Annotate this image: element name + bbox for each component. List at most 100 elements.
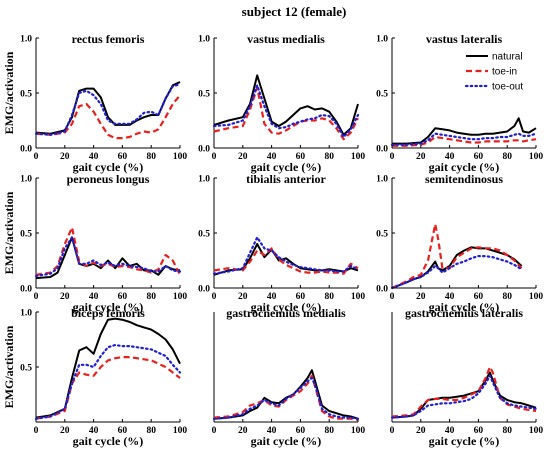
panel-peroneus-longus: 0 20 40 60 80 100 0.0 0.5 1.0 peroneus longus gait… [2, 172, 187, 314]
x-tick-label: 0 [212, 426, 217, 436]
x-axis-label: gait cycle (%) [251, 160, 322, 174]
panel-grid: 0 20 40 60 80 100 0.0 0.5 1.0 rectus femoris gait … [2, 32, 543, 448]
y-tick-label: 0.5 [20, 230, 32, 240]
y-tick-label: 1.0 [20, 309, 32, 319]
y-tick-label: 0.5 [198, 230, 210, 240]
x-tick-label: 40 [89, 152, 99, 162]
panel-tibialis-anterior: 0 20 40 60 80 100 0.0 0.5 1.0 tibialis anterior ga… [198, 172, 365, 314]
panel-title: tibialis anterior [246, 172, 326, 186]
x-tick-label: 40 [267, 426, 277, 436]
series-natural-line [35, 81, 181, 135]
series-toe-in-line [35, 226, 181, 276]
series-toe-in-line [35, 94, 181, 140]
series-toe-in-line [391, 365, 537, 418]
x-axis-label: gait cycle (%) [429, 300, 500, 314]
legend-label-natural: natural [492, 52, 523, 63]
y-axis-label: EMG/activation [2, 325, 16, 408]
x-tick-label: 0 [390, 152, 395, 162]
series-toe-in-line [35, 356, 181, 420]
x-tick-label: 80 [324, 292, 334, 302]
y-tick-label: 1.0 [20, 35, 32, 45]
x-tick-label: 80 [324, 152, 334, 162]
y-tick-label: 0.5 [376, 230, 388, 240]
x-tick-label: 40 [445, 152, 455, 162]
series-natural-line [35, 317, 181, 419]
y-tick-label: 0.0 [198, 145, 210, 155]
y-tick-label: 1.0 [198, 35, 210, 45]
x-tick-label: 80 [502, 426, 512, 436]
x-axis-label: gait cycle (%) [251, 434, 322, 448]
x-tick-label: 100 [351, 152, 366, 162]
x-axis-label: gait cycle (%) [73, 160, 144, 174]
panel-title: semitendinosus [425, 172, 503, 186]
x-tick-label: 100 [173, 426, 188, 436]
panel-title: vastus medialis [247, 32, 325, 46]
x-tick-label: 20 [238, 292, 248, 302]
y-tick-label: 0.0 [198, 285, 210, 295]
panel-title: vastus lateralis [426, 32, 503, 46]
panel-vastus-medialis: 0 20 40 60 80 100 0.0 0.5 1.0 vastus medialis gait… [198, 32, 365, 174]
y-tick-label: 0.0 [20, 145, 32, 155]
panel-title: gastrocnemius lateralis [405, 306, 523, 320]
series-toe-out-line [390, 132, 538, 146]
series-toe-in-line [392, 135, 537, 147]
x-tick-label: 0 [34, 152, 39, 162]
y-tick-label: 0.0 [376, 145, 388, 155]
legend-label-toe-in: toe-in [492, 67, 517, 78]
x-tick-label: 100 [173, 292, 188, 302]
x-tick-label: 80 [146, 292, 156, 302]
x-tick-label: 20 [238, 152, 248, 162]
y-tick-label: 1.0 [198, 175, 210, 185]
x-tick-label: 0 [390, 292, 395, 302]
x-tick-label: 80 [502, 152, 512, 162]
series-toe-in-line [213, 247, 359, 275]
y-tick-label: 1.0 [20, 175, 32, 185]
x-tick-label: 0 [390, 426, 395, 436]
y-tick-label: 0.0 [376, 285, 388, 295]
x-tick-label: 40 [89, 292, 99, 302]
x-tick-label: 60 [296, 426, 306, 436]
panel-gastrocnemius-medialis: 0 20 40 60 80 100 gastrocnemius medialis gait c… [212, 306, 366, 448]
x-tick-label: 20 [416, 426, 426, 436]
series-toe-in-line [391, 223, 523, 289]
series-toe-out-line [390, 255, 523, 290]
x-tick-label: 40 [267, 292, 277, 302]
figure-title: subject 12 (female) [242, 4, 347, 19]
series-toe-out-line [390, 374, 538, 419]
x-tick-label: 60 [474, 292, 484, 302]
x-tick-label: 80 [146, 426, 156, 436]
panel-biceps-femoris: 0 20 40 60 80 100 0.5 1.0 biceps femoris gait cyc… [2, 306, 187, 448]
y-tick-label: 0.5 [20, 90, 32, 100]
x-tick-label: 60 [296, 152, 306, 162]
series-toe-out-line [212, 376, 360, 420]
series-toe-in-line [213, 374, 359, 421]
y-axis-label: EMG/activation [2, 191, 16, 274]
x-tick-label: 100 [351, 292, 366, 302]
series-toe-out-line [34, 343, 182, 420]
panel-title: biceps femoris [71, 306, 145, 320]
x-tick-label: 60 [296, 292, 306, 302]
legend: natural toe-in toe-out [464, 52, 523, 93]
x-tick-label: 100 [529, 152, 544, 162]
x-tick-label: 100 [351, 426, 366, 436]
panel-title: gastrocnemius medialis [226, 306, 346, 320]
y-tick-label: 0.5 [20, 364, 32, 374]
x-axis-label: gait cycle (%) [429, 160, 500, 174]
x-axis-label: gait cycle (%) [73, 300, 144, 314]
y-tick-label: 0.5 [376, 90, 388, 100]
series-natural-line [213, 369, 359, 420]
x-tick-label: 0 [34, 426, 39, 436]
panel-semitendinosus: 0 20 40 60 80 100 0.0 0.5 1.0 semitendinosus gait … [376, 172, 543, 314]
x-tick-label: 20 [60, 152, 70, 162]
x-tick-label: 80 [502, 292, 512, 302]
x-tick-label: 40 [267, 152, 277, 162]
x-tick-label: 100 [173, 152, 188, 162]
y-tick-label: 1.0 [376, 175, 388, 185]
y-tick-label: 1.0 [376, 35, 388, 45]
series-toe-out-line [212, 84, 360, 139]
x-tick-label: 0 [212, 152, 217, 162]
series-natural-line [213, 74, 359, 136]
x-tick-label: 40 [89, 426, 99, 436]
y-tick-label: 0.5 [198, 90, 210, 100]
